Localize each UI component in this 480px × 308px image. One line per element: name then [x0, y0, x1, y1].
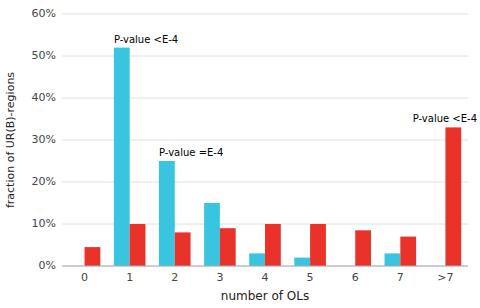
bar — [294, 258, 310, 266]
x-tick-label: 7 — [397, 271, 404, 284]
bar — [85, 247, 101, 266]
bar — [220, 228, 236, 266]
y-tick-label: 10% — [32, 217, 56, 230]
bar — [130, 224, 146, 266]
chart: 0% 10% 20% 30% 40% 50% 60% 0 1 2 3 4 5 6 7 >7 number of … — [0, 0, 480, 308]
x-tick-label: 3 — [216, 271, 223, 284]
annotation: P-value <E-4 — [413, 113, 477, 124]
x-tick-label: >7 — [437, 271, 453, 284]
grid-line — [62, 14, 468, 15]
bars — [85, 48, 462, 266]
bar — [445, 127, 461, 266]
y-tick-label: 40% — [32, 91, 56, 104]
bar — [204, 203, 220, 266]
bar — [249, 253, 265, 266]
x-tick-label: 0 — [81, 271, 88, 284]
grid-line — [62, 266, 468, 267]
bar — [175, 232, 191, 266]
annotation: P-value <E-4 — [114, 34, 178, 45]
x-tick-label: 6 — [352, 271, 359, 284]
bar — [400, 237, 416, 266]
bar — [159, 161, 175, 266]
x-tick-label: 5 — [307, 271, 314, 284]
y-tick-label: 20% — [32, 175, 56, 188]
x-axis-line — [62, 266, 468, 267]
bar — [310, 224, 326, 266]
bar — [385, 253, 401, 266]
grid — [62, 14, 468, 266]
y-axis-title: fraction of UR(B)-regions — [4, 72, 17, 208]
y-tick-label: 30% — [32, 133, 56, 146]
x-tick-label: 1 — [126, 271, 133, 284]
y-tick-label: 50% — [32, 49, 56, 62]
page: {"chart_data": {"type": "bar", "xlabel":… — [0, 0, 480, 308]
x-axis-title: number of OLs — [221, 289, 309, 303]
y-tick-label: 60% — [32, 7, 56, 20]
x-tick-label: 4 — [262, 271, 269, 284]
y-tick-label: 0% — [39, 259, 56, 272]
bar — [355, 230, 371, 266]
x-tick-label: 2 — [171, 271, 178, 284]
bar — [265, 224, 281, 266]
bar — [114, 48, 130, 266]
annotation: P-value =E-4 — [159, 147, 223, 158]
